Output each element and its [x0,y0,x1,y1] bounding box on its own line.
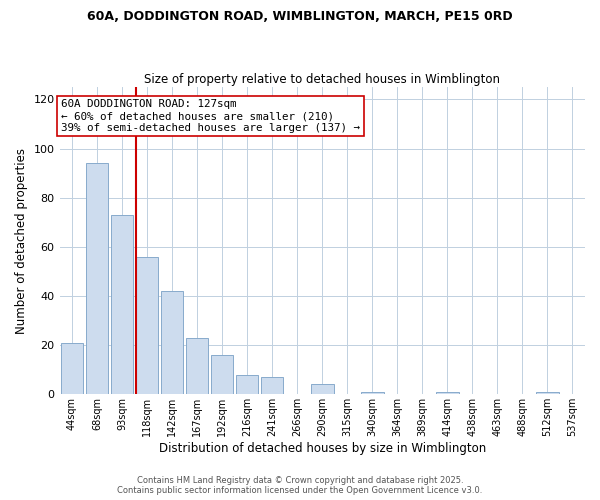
Title: Size of property relative to detached houses in Wimblington: Size of property relative to detached ho… [144,73,500,86]
Bar [536,392,559,394]
Y-axis label: Number of detached properties: Number of detached properties [15,148,28,334]
Bar [436,392,458,394]
Bar [311,384,334,394]
Bar [136,256,158,394]
Bar [86,164,109,394]
Text: 60A, DODDINGTON ROAD, WIMBLINGTON, MARCH, PE15 0RD: 60A, DODDINGTON ROAD, WIMBLINGTON, MARCH… [87,10,513,23]
Bar [111,215,133,394]
Bar [61,342,83,394]
X-axis label: Distribution of detached houses by size in Wimblington: Distribution of detached houses by size … [158,442,486,455]
Text: Contains HM Land Registry data © Crown copyright and database right 2025.
Contai: Contains HM Land Registry data © Crown c… [118,476,482,495]
Bar [236,374,259,394]
Bar [211,355,233,395]
Bar [361,392,383,394]
Bar [161,291,184,395]
Text: 60A DODDINGTON ROAD: 127sqm
← 60% of detached houses are smaller (210)
39% of se: 60A DODDINGTON ROAD: 127sqm ← 60% of det… [61,100,360,132]
Bar [261,377,283,394]
Bar [186,338,208,394]
